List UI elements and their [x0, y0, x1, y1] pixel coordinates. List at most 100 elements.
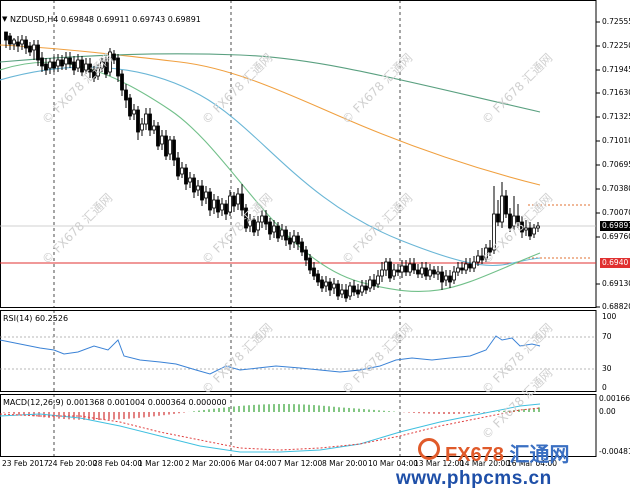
candle-body: [284, 229, 288, 241]
candle-body: [8, 35, 12, 45]
price-tick-label: 0.69760: [602, 232, 630, 241]
candle-body: [288, 237, 292, 245]
price-tick-label: 0.69130: [602, 279, 630, 288]
time-tick-label: 8 Mar 20:00: [322, 459, 368, 468]
candle-body: [300, 241, 304, 253]
candle-body: [444, 275, 448, 281]
candle-body: [364, 285, 368, 291]
time-tick-label: 1 Mar 12:00: [138, 459, 184, 468]
time-tick-label: 7 Mar 12:00: [277, 459, 323, 468]
candle-body: [196, 185, 200, 191]
macd-chart-canvas[interactable]: [0, 394, 630, 457]
rsi-plot-frame: [0, 310, 597, 392]
candle-body: [536, 225, 540, 229]
price-chart-canvas[interactable]: [0, 0, 630, 308]
candle-body: [52, 61, 56, 69]
rsi-level-label: 30: [602, 364, 612, 373]
horizontal-line-price-label: 0.6940: [600, 258, 630, 268]
candle-body: [448, 275, 452, 283]
candle-body: [84, 63, 88, 71]
candle-body: [60, 59, 64, 67]
time-tick-label: 28 Feb 04:00: [93, 459, 143, 468]
candle-body: [32, 44, 36, 51]
time-tick-label: 2 Mar 20:00: [185, 459, 231, 468]
price-plot-frame: [0, 0, 597, 308]
time-tick-label: 6 Mar 04:00: [231, 459, 277, 468]
candle-body: [264, 215, 268, 225]
time-tick-label: 13 Mar 12:00: [414, 459, 465, 468]
candle-body: [480, 255, 484, 261]
candle-body: [240, 193, 244, 211]
candle-body: [440, 271, 444, 283]
candle-body: [148, 113, 152, 131]
rsi-level-label: 70: [602, 332, 612, 341]
time-tick-label: 10 Mar 04:00: [368, 459, 419, 468]
candle-body: [432, 269, 436, 275]
price-tick-label: 0.68820: [602, 302, 630, 311]
candle-body: [48, 61, 52, 69]
candle-body: [532, 227, 536, 235]
candle-body: [396, 269, 400, 273]
candle-body: [260, 215, 264, 223]
candle-body: [124, 89, 128, 101]
candle-body: [308, 257, 312, 271]
fx678-logo-icon: [418, 438, 440, 460]
candle-body: [224, 203, 228, 215]
price-tick-label: 0.72250: [602, 41, 630, 50]
candle-body: [156, 125, 160, 147]
candle-body: [492, 213, 496, 251]
candle-body: [516, 215, 520, 223]
price-tick-label: 0.71325: [602, 112, 630, 121]
candle-body: [348, 285, 352, 297]
candle-body: [312, 267, 316, 277]
candle-body: [20, 39, 24, 45]
dropdown-arrow-icon[interactable]: ▼: [2, 15, 8, 23]
time-tick-label: 14 Mar 20:00: [460, 459, 511, 468]
candle-body: [212, 199, 216, 209]
candle-body: [452, 271, 456, 281]
candle-body: [152, 125, 156, 131]
candle-body: [356, 289, 360, 295]
price-tick-label: 0.70695: [602, 160, 630, 169]
candle-body: [248, 219, 252, 227]
candle-body: [172, 139, 176, 161]
candle-body: [372, 279, 376, 287]
candle-body: [528, 227, 532, 237]
price-tick-label: 0.71010: [602, 136, 630, 145]
macd-panel[interactable]: MACD(12,26,9) 0.001368 0.001004 0.000364…: [0, 394, 630, 457]
candle-body: [376, 275, 380, 285]
candle-body: [108, 51, 112, 73]
rsi-panel[interactable]: RSI(14) 60.2526: [0, 310, 630, 392]
candle-body: [232, 195, 236, 207]
candle-body: [460, 267, 464, 271]
candle-body: [16, 41, 20, 47]
candle-body: [252, 219, 256, 233]
candle-body: [80, 59, 84, 73]
candle-body: [144, 113, 148, 125]
candle-body: [360, 285, 364, 293]
candle-body: [500, 195, 504, 223]
candle-body: [476, 255, 480, 263]
ma-light-green-line: [0, 61, 541, 292]
candle-body: [136, 109, 140, 133]
candle-body: [340, 289, 344, 295]
candle-body: [40, 57, 44, 67]
macd-tick-label: -0.004817: [599, 447, 630, 456]
candle-body: [468, 263, 472, 269]
rsi-level-label: 100: [602, 312, 617, 321]
candle-body: [208, 191, 212, 211]
candle-body: [424, 267, 428, 277]
candle-body: [420, 267, 424, 275]
rsi-chart-canvas[interactable]: [0, 310, 630, 392]
candle-body: [128, 97, 132, 117]
current-price-label: 0.69891: [600, 221, 630, 231]
ma-green-line: [0, 53, 541, 113]
candle-body: [92, 69, 96, 79]
time-tick-label: 16 Mar 04:00: [507, 459, 558, 468]
price-panel[interactable]: NZDUSD,H4 0.69848 0.69911 0.69743 0.6989…: [0, 0, 630, 308]
candle-body: [524, 227, 528, 231]
candle-body: [4, 31, 8, 41]
candle-body: [244, 207, 248, 229]
candle-body: [116, 57, 120, 77]
candle-body: [184, 167, 188, 185]
